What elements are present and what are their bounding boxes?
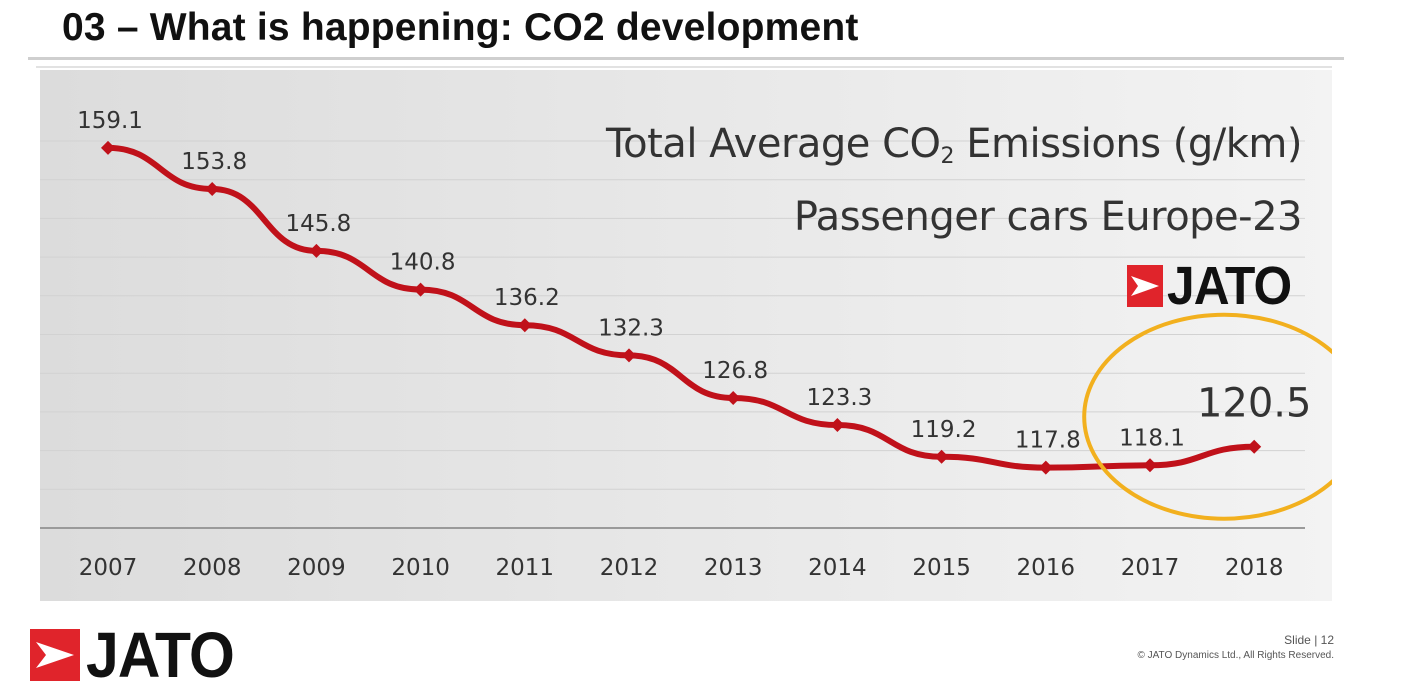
x-tick-label: 2012 xyxy=(600,555,659,581)
x-tick-label: 2017 xyxy=(1121,555,1180,581)
chart-logo-text: JATO xyxy=(1166,256,1292,316)
chart-title-line1: Total Average CO2 Emissions (g/km) xyxy=(606,114,1302,187)
x-tick-label: 2016 xyxy=(1017,555,1076,581)
footer-jato-logo: JATO xyxy=(30,618,247,692)
data-point-marker xyxy=(726,390,741,405)
data-label: 118.1 xyxy=(1119,425,1185,451)
co2-line-chart: 2007 2008 2009 2010 2011 2012 2013 2014 2015 2016… xyxy=(40,108,1332,581)
data-point-marker xyxy=(309,243,324,258)
x-tick-label: 2013 xyxy=(704,555,763,581)
data-labels: 159.1 153.8 145.8 140.8 136.2 132.3 126.8 123.3… xyxy=(77,108,1311,454)
jato-mark-icon xyxy=(1126,265,1163,307)
slide-title: 03 – What is happening: CO2 development xyxy=(62,6,859,49)
data-label: 123.3 xyxy=(806,385,872,411)
title-divider-secondary xyxy=(36,66,1332,68)
data-point-marker xyxy=(1143,458,1157,473)
data-markers xyxy=(101,140,1262,475)
data-point-marker xyxy=(934,449,949,464)
chart-title: Total Average CO2 Emissions (g/km) Passe… xyxy=(606,114,1302,247)
data-point-marker xyxy=(622,348,636,363)
data-point-marker xyxy=(517,318,532,333)
data-label: 132.3 xyxy=(598,315,664,341)
x-axis-tick-labels: 2007 2008 2009 2010 2011 2012 2013 2014 2015 2016… xyxy=(79,555,1284,581)
x-tick-label: 2010 xyxy=(391,555,450,581)
chart-jato-logo: JATO xyxy=(1126,255,1302,317)
data-label: 119.2 xyxy=(911,417,977,443)
data-label: 153.8 xyxy=(181,149,247,175)
chart-title-prefix: Total Average CO xyxy=(606,121,941,167)
data-label: 145.8 xyxy=(285,211,351,237)
data-label: 126.8 xyxy=(702,358,768,384)
x-tick-label: 2008 xyxy=(183,555,242,581)
slide-number: Slide | 12 xyxy=(1284,633,1334,647)
copyright-notice: © JATO Dynamics Ltd., All Rights Reserve… xyxy=(1137,650,1334,661)
data-point-marker xyxy=(101,140,115,155)
footer-logo-text: JATO xyxy=(86,619,235,691)
data-label: 117.8 xyxy=(1015,428,1081,454)
data-point-marker xyxy=(205,181,220,196)
chart-title-subscript: 2 xyxy=(940,144,955,169)
data-label: 120.5 xyxy=(1197,381,1312,427)
title-divider xyxy=(28,57,1344,60)
x-tick-label: 2011 xyxy=(496,555,555,581)
data-label: 136.2 xyxy=(494,285,560,311)
data-label: 140.8 xyxy=(390,250,456,276)
x-tick-label: 2007 xyxy=(79,555,138,581)
data-point-marker xyxy=(413,282,428,297)
chart-title-suffix: Emissions (g/km) xyxy=(954,121,1302,167)
data-label: 159.1 xyxy=(77,108,143,134)
chart-title-line2: Passenger cars Europe-23 xyxy=(793,194,1303,240)
highlight-circle-2018 xyxy=(1082,312,1332,521)
jato-mark-icon xyxy=(30,629,80,681)
x-tick-label: 2018 xyxy=(1225,555,1284,581)
x-tick-label: 2014 xyxy=(808,555,867,581)
x-tick-label: 2015 xyxy=(912,555,971,581)
data-point-marker xyxy=(1038,460,1053,475)
x-tick-label: 2009 xyxy=(287,555,346,581)
data-point-marker xyxy=(830,418,845,433)
gridlines xyxy=(40,140,1305,490)
chart-panel: 2007 2008 2009 2010 2011 2012 2013 2014 2015 2016… xyxy=(40,70,1332,601)
data-point-marker xyxy=(1247,439,1262,454)
